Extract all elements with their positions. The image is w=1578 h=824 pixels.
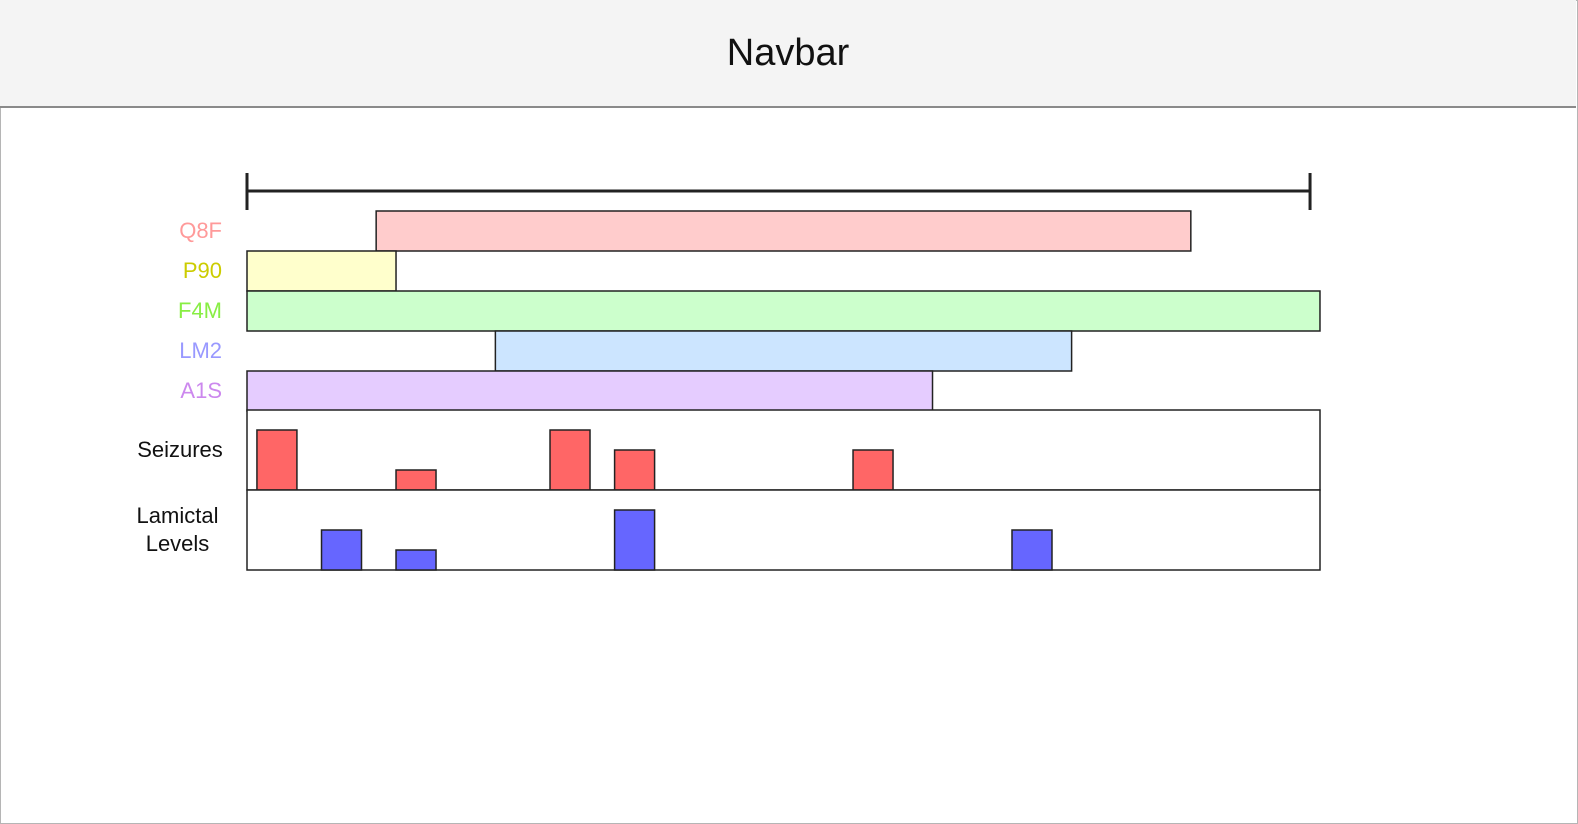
lamictal-label-line2: Levels xyxy=(145,531,210,556)
medication-label-p90: P90 xyxy=(182,258,222,283)
medication-bar-p90 xyxy=(246,250,397,292)
lamictal-event-bar xyxy=(395,549,437,571)
lamictal-label-line1: Lamictal xyxy=(136,503,219,528)
seizures-event-bar xyxy=(256,429,298,491)
medication-bar-a1s xyxy=(246,370,934,412)
medication-label-a1s: A1S xyxy=(180,378,222,403)
seizures-event-bar xyxy=(852,449,894,491)
navbar: Navbar xyxy=(0,0,1576,108)
medication-label-q8f: Q8F xyxy=(179,218,222,243)
medication-label-f4m: F4M xyxy=(178,298,222,323)
seizures-event-bar xyxy=(395,469,437,491)
lamictal-label: Lamictal Levels xyxy=(120,502,235,558)
medication-bar-f4m xyxy=(246,290,1321,332)
navbar-title: Navbar xyxy=(726,31,850,74)
seizures-label: Seizures xyxy=(137,437,223,462)
medication-bar-lm2 xyxy=(494,330,1073,372)
lamictal-event-bar xyxy=(320,529,363,571)
lamictal-event-bar xyxy=(1011,529,1053,571)
medication-bar-q8f xyxy=(375,210,1192,252)
seizures-event-bar xyxy=(613,449,656,491)
seizures-event-bar xyxy=(549,429,591,491)
lamictal-event-bar xyxy=(613,509,656,571)
medication-label-lm2: LM2 xyxy=(179,338,222,363)
